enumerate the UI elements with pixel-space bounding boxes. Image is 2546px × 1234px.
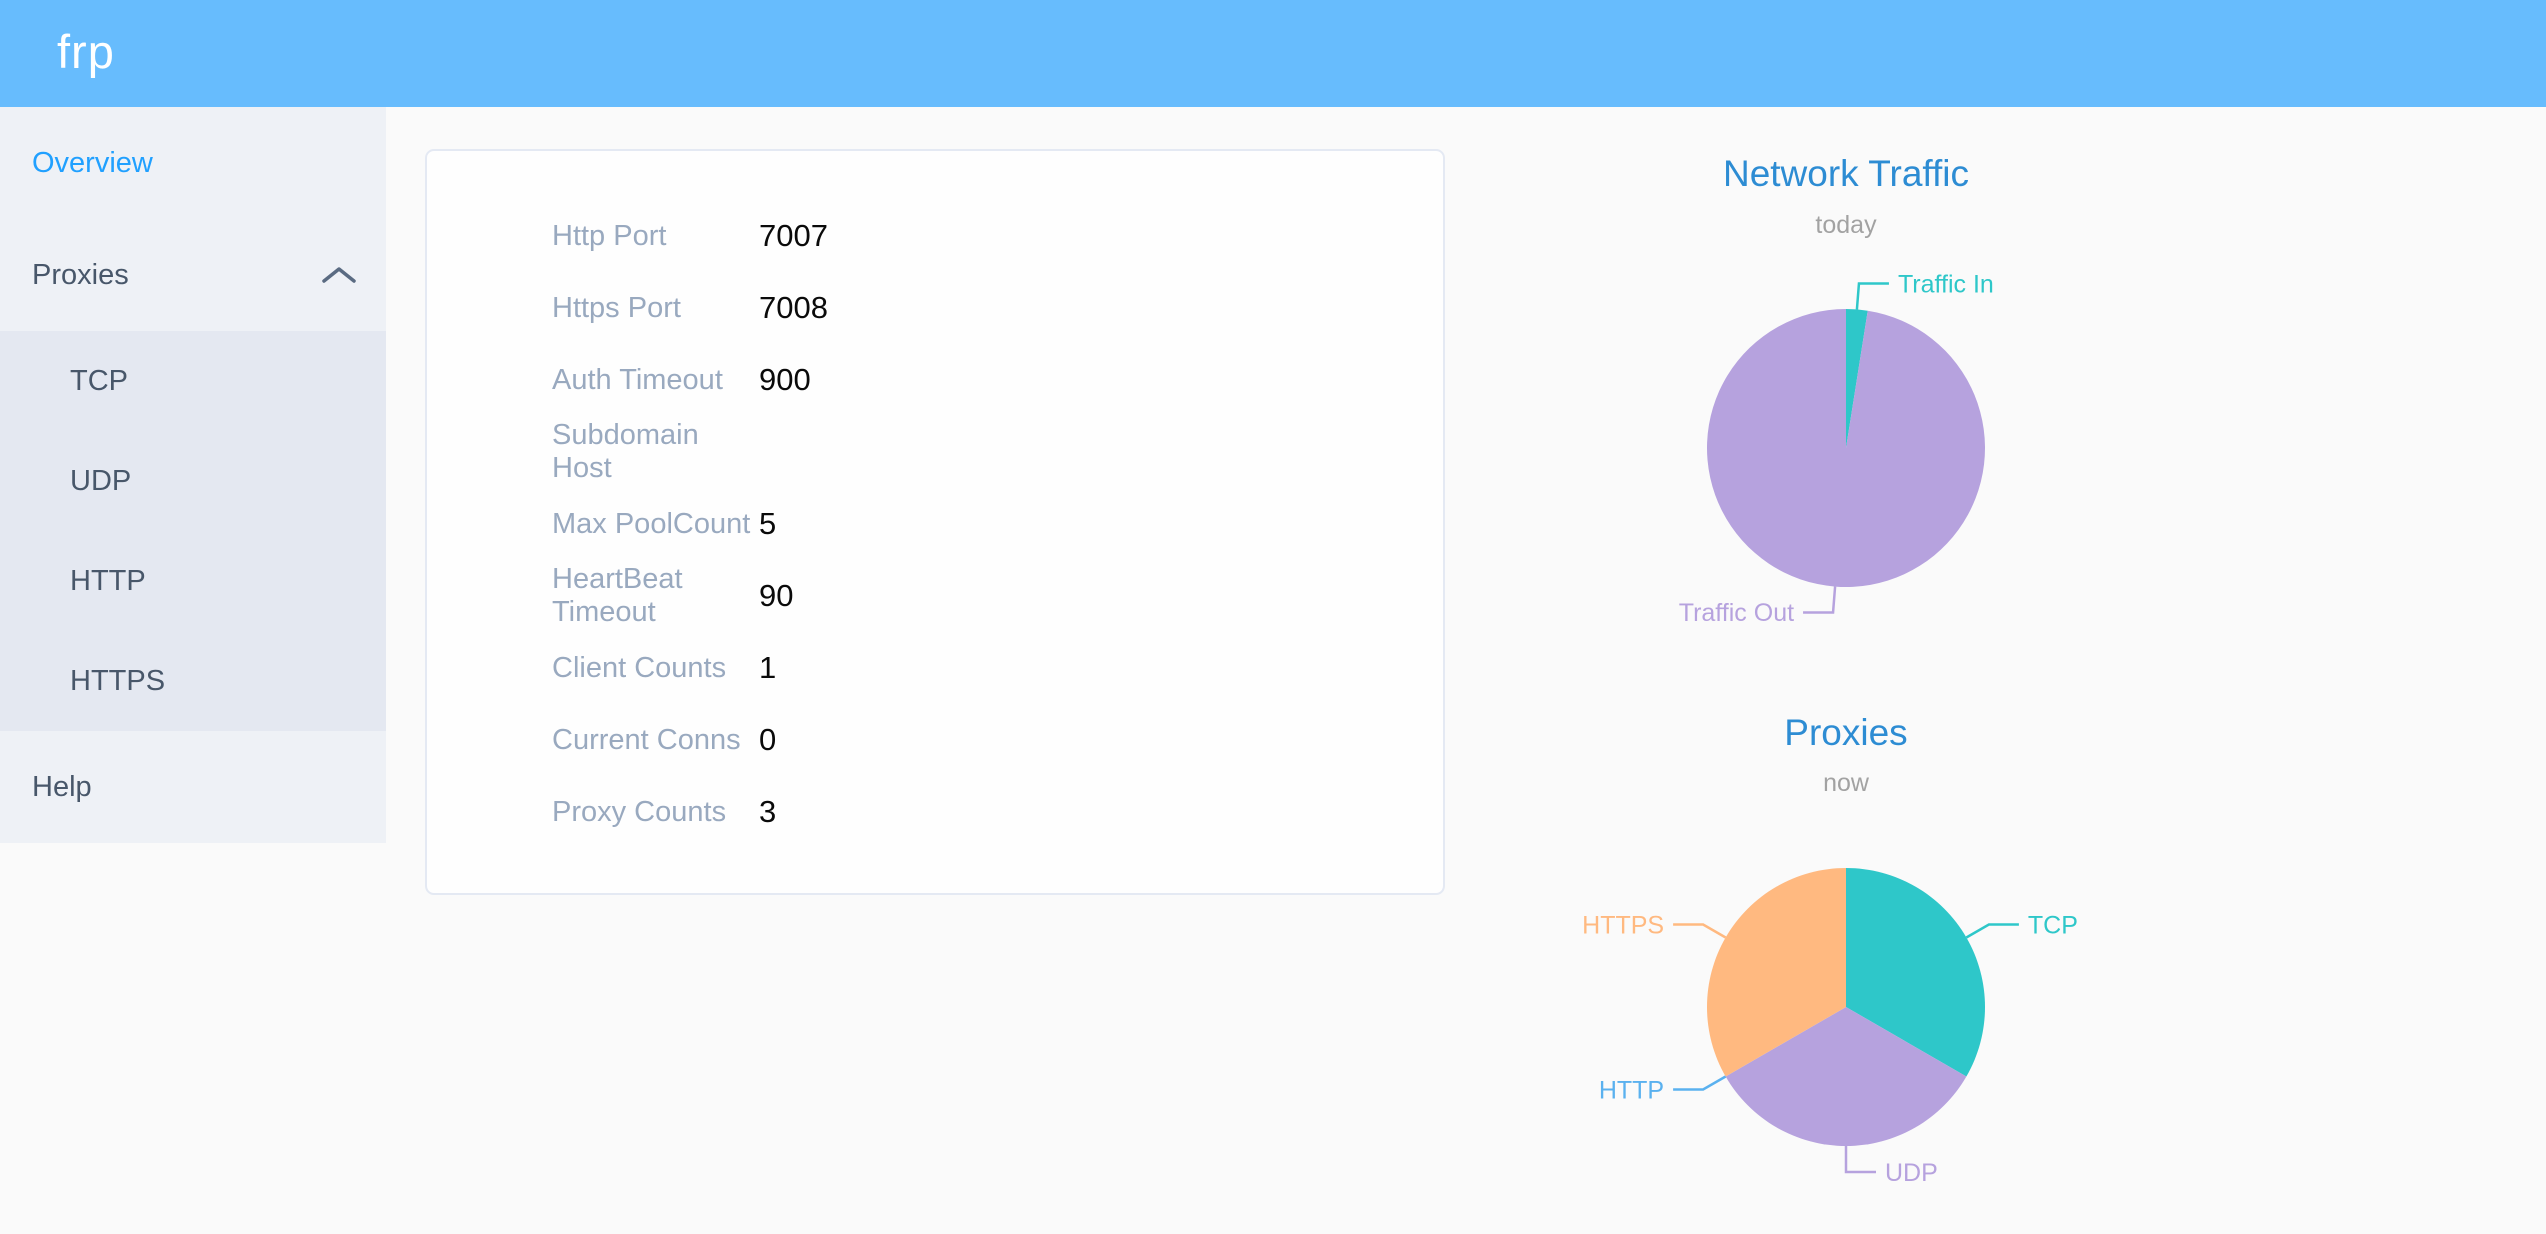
info-label: Client Counts bbox=[552, 651, 727, 684]
info-row-max-poolcount: Max PoolCount 5 bbox=[427, 488, 1443, 560]
pie-slice-traffic-out[interactable] bbox=[1707, 309, 1985, 587]
pie-label-line-traffic-out bbox=[1803, 586, 1837, 614]
info-row-http-port: Http Port 7007 bbox=[427, 200, 1443, 272]
server-info-card: Http Port 7007 Https Port 7008 Auth Time… bbox=[425, 149, 1445, 895]
sidebar-item-proxies[interactable]: Proxies bbox=[0, 219, 386, 331]
info-row-proxy-counts: Proxy Counts 3 bbox=[427, 776, 1443, 848]
info-value: 7007 bbox=[759, 218, 828, 253]
sidebar-item-http-label: HTTP bbox=[70, 565, 146, 597]
pie-label-traffic-in: Traffic In bbox=[1898, 270, 1994, 298]
sidebar-item-https[interactable]: HTTPS bbox=[0, 631, 386, 731]
proxies-pie-chart: TCP UDP HTTP HTTPS bbox=[1582, 868, 2078, 1187]
info-row-current-conns: Current Conns 0 bbox=[427, 704, 1443, 776]
info-row-subdomain-host: Subdomain Host bbox=[427, 416, 1443, 488]
info-label: HeartBeat Timeout bbox=[552, 563, 683, 628]
info-value: 900 bbox=[759, 362, 811, 397]
sidebar-item-udp[interactable]: UDP bbox=[0, 431, 386, 531]
pie-label-https: HTTPS bbox=[1582, 911, 1664, 939]
sidebar-item-proxies-label: Proxies bbox=[32, 259, 129, 291]
pie-label-line-https bbox=[1673, 923, 1727, 939]
info-label: Max PoolCount bbox=[552, 507, 751, 540]
pie-label-line-tcp bbox=[1965, 923, 2019, 939]
info-row-https-port: Https Port 7008 bbox=[427, 272, 1443, 344]
info-label: Auth Timeout bbox=[552, 363, 723, 396]
info-row-auth-timeout: Auth Timeout 900 bbox=[427, 344, 1443, 416]
info-value: 90 bbox=[759, 578, 794, 613]
sidebar-item-overview-label: Overview bbox=[32, 147, 153, 179]
sidebar-item-help[interactable]: Help bbox=[0, 731, 386, 843]
info-label: Proxy Counts bbox=[552, 795, 727, 828]
proxies-chart-subtitle: now bbox=[1823, 769, 1869, 797]
pie-label-line-udp bbox=[1844, 1146, 1876, 1174]
pie-slice-traffic-in[interactable] bbox=[1846, 309, 1868, 448]
info-row-client-counts: Client Counts 1 bbox=[427, 632, 1443, 704]
pie-label-http: HTTP bbox=[1599, 1076, 1664, 1104]
proxies-chart-title: Proxies bbox=[1784, 712, 1908, 753]
sidebar-item-https-label: HTTPS bbox=[70, 665, 166, 697]
sidebar-submenu-proxies: TCP UDP HTTP HTTPS bbox=[0, 331, 386, 731]
sidebar: Overview Proxies TCP UDP HTTP HTTPS bbox=[0, 107, 386, 843]
info-value: 1 bbox=[759, 650, 777, 685]
pie-label-line-traffic-in bbox=[1855, 282, 1889, 310]
pie-label-udp: UDP bbox=[1885, 1159, 1938, 1187]
sidebar-item-help-label: Help bbox=[32, 771, 92, 803]
sidebar-item-http[interactable]: HTTP bbox=[0, 531, 386, 631]
sidebar-item-udp-label: UDP bbox=[70, 465, 132, 497]
pie-label-tcp: TCP bbox=[2028, 911, 2078, 939]
app-header: frp bbox=[0, 0, 2546, 107]
info-value: 7008 bbox=[759, 290, 828, 325]
info-label: Current Conns bbox=[552, 723, 741, 756]
pie-label-traffic-out: Traffic Out bbox=[1679, 599, 1794, 627]
network-traffic-chart-subtitle: today bbox=[1815, 211, 1877, 239]
network-traffic-chart-title: Network Traffic bbox=[1722, 153, 1970, 194]
network-traffic-pie-chart: Traffic In Traffic Out bbox=[1679, 270, 1994, 627]
info-label: Http Port bbox=[552, 219, 667, 252]
pie-slice-udp[interactable] bbox=[1725, 1007, 1967, 1146]
pie-slice-tcp[interactable] bbox=[1846, 868, 1985, 1077]
info-row-heartbeat-timeout: HeartBeat Timeout 90 bbox=[427, 560, 1443, 632]
chevron-up-icon bbox=[322, 219, 356, 331]
info-value: 3 bbox=[759, 794, 777, 829]
info-label: Subdomain Host bbox=[552, 419, 699, 484]
pie-slice-https[interactable] bbox=[1707, 868, 1846, 1077]
pie-label-line-http bbox=[1673, 1075, 1727, 1091]
info-value: 0 bbox=[759, 722, 777, 757]
info-value: 5 bbox=[759, 506, 777, 541]
sidebar-item-overview[interactable]: Overview bbox=[0, 107, 386, 219]
app-logo: frp bbox=[57, 25, 115, 78]
sidebar-item-tcp[interactable]: TCP bbox=[0, 331, 386, 431]
info-label: Https Port bbox=[552, 291, 681, 324]
sidebar-item-tcp-label: TCP bbox=[70, 365, 128, 397]
